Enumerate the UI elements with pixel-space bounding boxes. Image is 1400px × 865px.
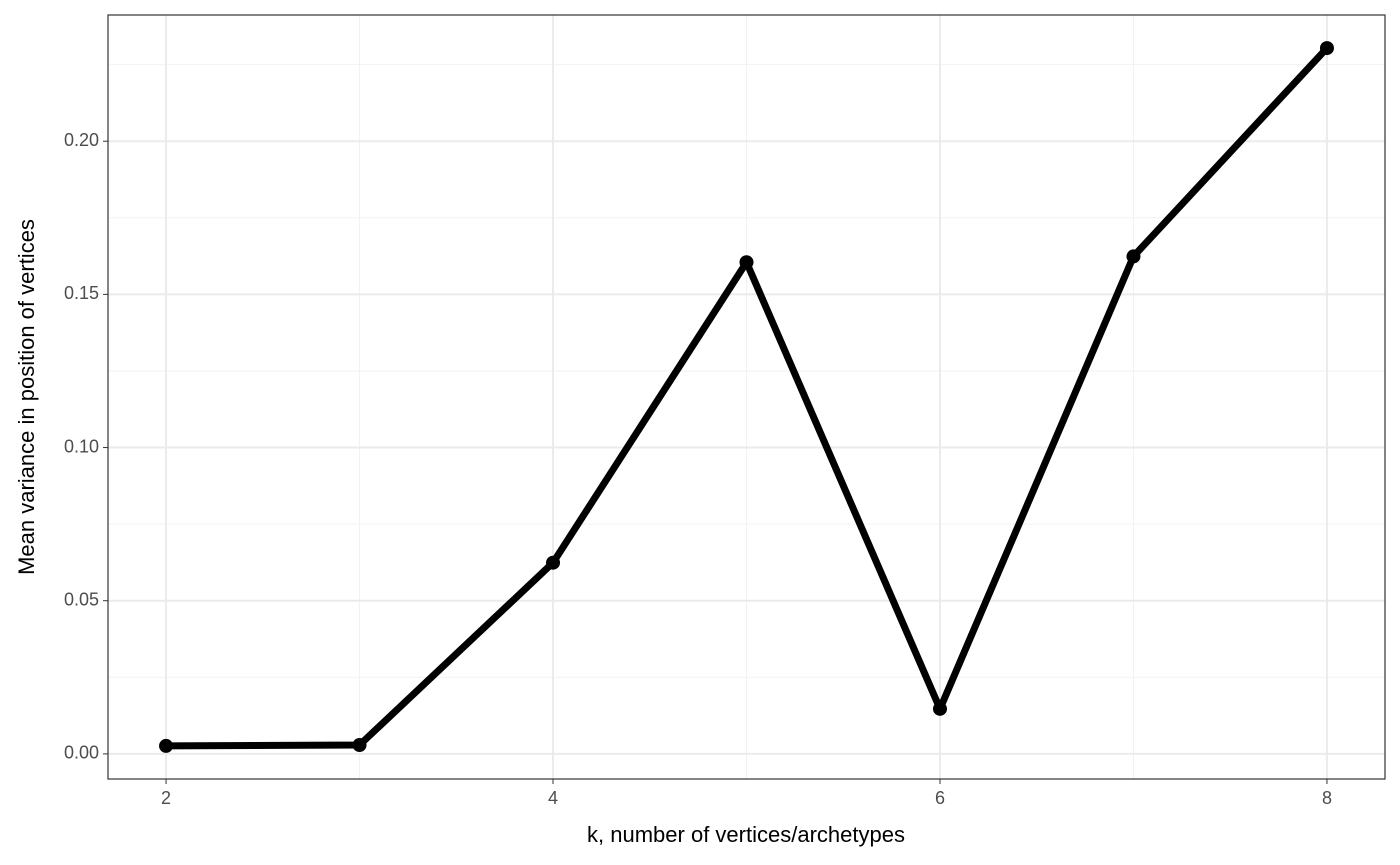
point	[739, 255, 754, 270]
y-tick-label: 0.00	[64, 743, 99, 763]
x-tick-label: 2	[161, 788, 171, 808]
x-tick-label: 8	[1322, 788, 1332, 808]
x-tick-label: 6	[935, 788, 945, 808]
y-tick-label: 0.20	[64, 130, 99, 150]
point	[932, 701, 947, 716]
y-tick-label: 0.05	[64, 589, 99, 609]
y-axis-title: Mean variance in position of vertices	[14, 219, 39, 575]
point	[1126, 249, 1141, 264]
point	[159, 738, 174, 753]
y-tick-label: 0.10	[64, 436, 99, 456]
panel-border	[107, 14, 1386, 780]
point	[546, 555, 561, 570]
x-axis-title: k, number of vertices/archetypes	[587, 822, 905, 847]
y-tick-label: 0.15	[64, 283, 99, 303]
point	[1319, 41, 1334, 56]
point	[352, 737, 367, 752]
x-tick-label: 4	[548, 788, 558, 808]
